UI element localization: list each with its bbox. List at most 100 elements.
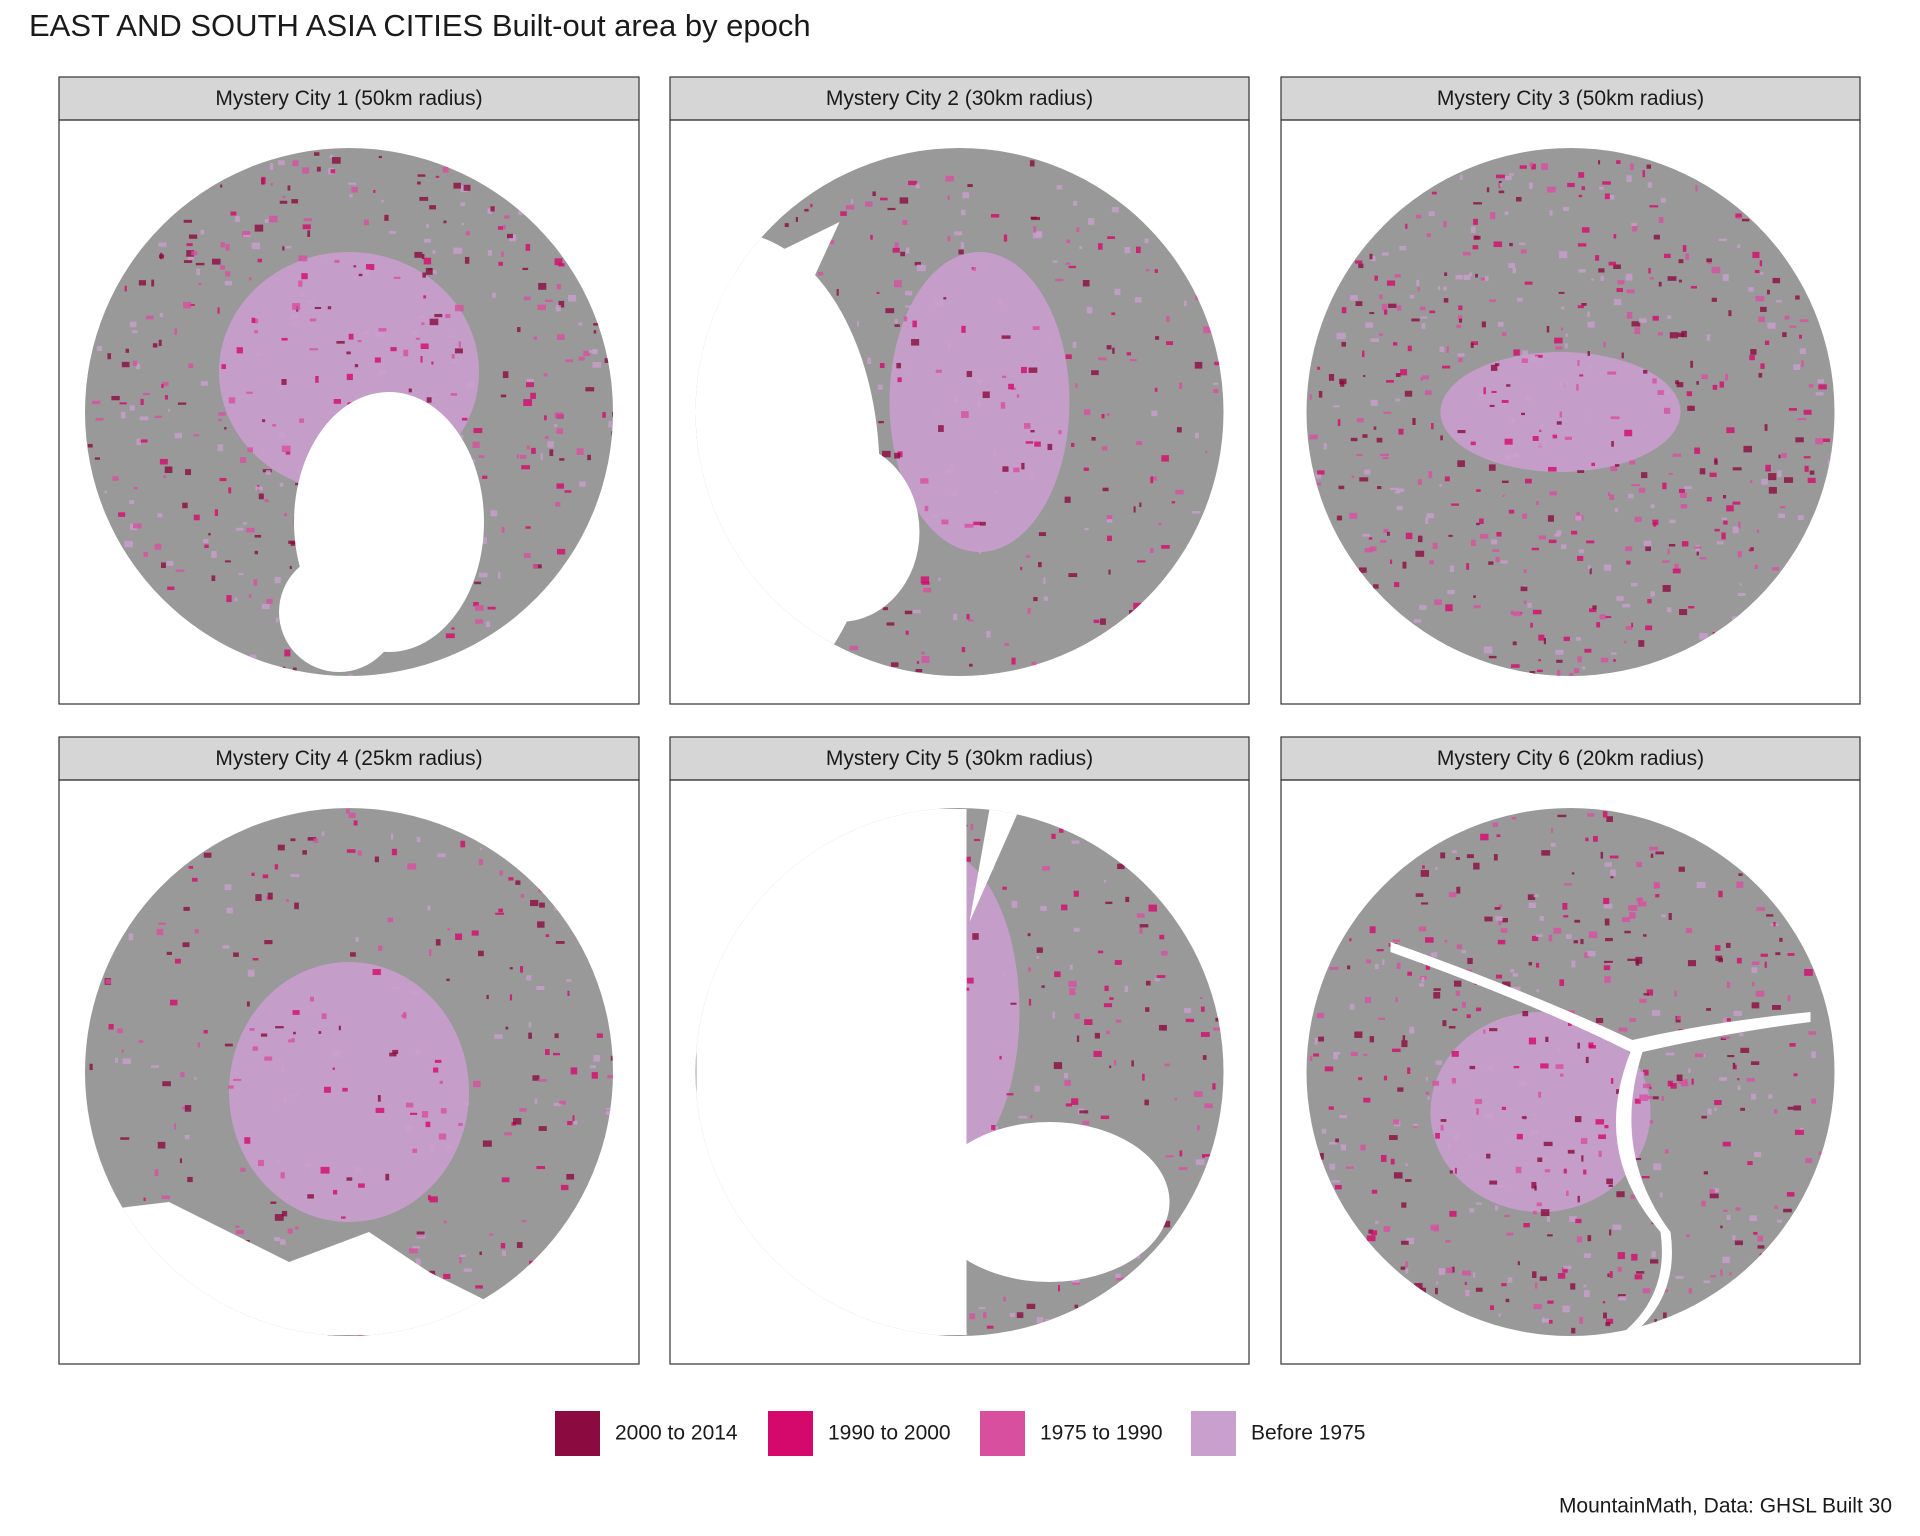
map-pixel: [1079, 1110, 1089, 1114]
map-pixel: [1405, 1261, 1408, 1268]
map-pixel: [924, 505, 929, 512]
map-pixel: [1400, 369, 1408, 376]
map-pixel: [377, 331, 384, 338]
map-water: [696, 809, 967, 1335]
map-pixel: [1028, 367, 1038, 373]
map-pixel: [1547, 1300, 1554, 1304]
map-pixel: [967, 619, 974, 622]
map-pixel: [273, 1237, 281, 1242]
map-pixel: [1501, 480, 1509, 484]
map-pixel: [218, 418, 222, 422]
map-pixel: [537, 921, 545, 928]
map-pixel: [1737, 244, 1741, 249]
map-pixel: [421, 253, 425, 260]
map-pixel: [1214, 361, 1222, 366]
map-pixel: [1809, 470, 1815, 475]
map-pixel: [1109, 997, 1114, 1000]
map-pixel: [384, 214, 389, 221]
map-pixel: [1500, 928, 1508, 933]
map-pixel: [1212, 1083, 1216, 1090]
map-pixel: [1577, 1195, 1580, 1203]
map-pixel: [174, 432, 183, 439]
map-pixel: [1011, 900, 1018, 908]
map-pixel: [1738, 873, 1743, 876]
map-pixel: [1674, 563, 1679, 571]
map-pixel: [1591, 278, 1594, 281]
map-pixel: [1710, 1275, 1717, 1278]
map-pixel: [500, 1242, 506, 1249]
map-pixel: [1712, 1188, 1719, 1193]
map-pixel: [1479, 518, 1484, 525]
map-pixel: [1577, 360, 1580, 367]
map-pixel: [1650, 591, 1655, 597]
map-pixel: [1029, 160, 1035, 167]
map-pixel: [1711, 266, 1721, 274]
map-pixel: [1469, 1065, 1476, 1070]
map-pixel: [1479, 533, 1489, 539]
map-pixel: [1714, 528, 1720, 532]
map-pixel: [196, 268, 201, 276]
map-pixel: [1575, 637, 1582, 641]
map-pixel: [1690, 285, 1697, 289]
map-pixel: [1732, 501, 1741, 505]
map-pixel: [1752, 981, 1755, 987]
map-pixel: [473, 1080, 481, 1088]
map-pixel: [498, 572, 501, 579]
map-pixel: [902, 219, 908, 225]
map-pixel: [1589, 568, 1592, 575]
map-pixel: [556, 483, 565, 489]
map-pixel: [583, 350, 591, 357]
map-pixel: [1722, 495, 1727, 499]
map-pixel: [1647, 1095, 1653, 1100]
map-pixel: [1773, 1109, 1778, 1114]
map-pixel: [1626, 289, 1635, 294]
map-pixel: [154, 543, 162, 550]
map-pixel: [565, 979, 572, 982]
map-pixel: [1389, 1135, 1398, 1140]
map-pixel: [1766, 289, 1770, 295]
map-pixel: [118, 512, 126, 517]
map-pixel: [1550, 842, 1556, 847]
map-pixel: [1536, 934, 1543, 937]
map-pixel: [1605, 937, 1613, 942]
map-pixel: [1490, 364, 1498, 371]
map-pixel: [1616, 1089, 1621, 1095]
map-pixel: [897, 451, 903, 458]
map-pixel: [1366, 1235, 1376, 1242]
map-pixel: [262, 419, 266, 423]
map-pixel: [374, 856, 379, 863]
map-pixel: [1111, 206, 1119, 213]
map-pixel: [1008, 383, 1014, 390]
map-pixel: [385, 1173, 390, 1181]
map-pixel: [249, 1028, 255, 1031]
map-pixel: [612, 411, 613, 417]
map-pixel: [159, 312, 163, 318]
map-pixel: [528, 1022, 532, 1028]
map-pixel: [1588, 565, 1591, 570]
map-pixel: [1546, 326, 1550, 333]
map-pixel: [1653, 881, 1660, 889]
legend-swatch: [768, 1411, 813, 1456]
map-pixel: [1600, 851, 1604, 859]
map-pixel: [1177, 559, 1184, 562]
map-pixel: [1097, 950, 1104, 954]
map-pixel: [1364, 997, 1371, 1004]
map-pixel: [120, 1137, 130, 1140]
map-pixel: [1647, 182, 1653, 188]
map-pixel: [451, 627, 455, 630]
map-pixel: [1564, 343, 1568, 349]
map-pixel: [1569, 1216, 1577, 1222]
map-pixel: [1443, 220, 1447, 228]
map-pixel: [1578, 269, 1586, 273]
map-pixel: [1064, 496, 1071, 503]
map-pixel: [1643, 993, 1650, 996]
map-pixel: [446, 978, 450, 982]
map-pixel: [1383, 309, 1388, 315]
map-pixel: [1584, 1290, 1590, 1297]
map-pixel: [164, 466, 173, 474]
map-pixel: [1734, 1240, 1743, 1246]
caption: MountainMath, Data: GHSL Built 30: [1559, 1495, 1892, 1518]
map-pixel: [194, 929, 199, 934]
map-pixel: [503, 215, 510, 219]
map-pixel: [264, 499, 269, 502]
